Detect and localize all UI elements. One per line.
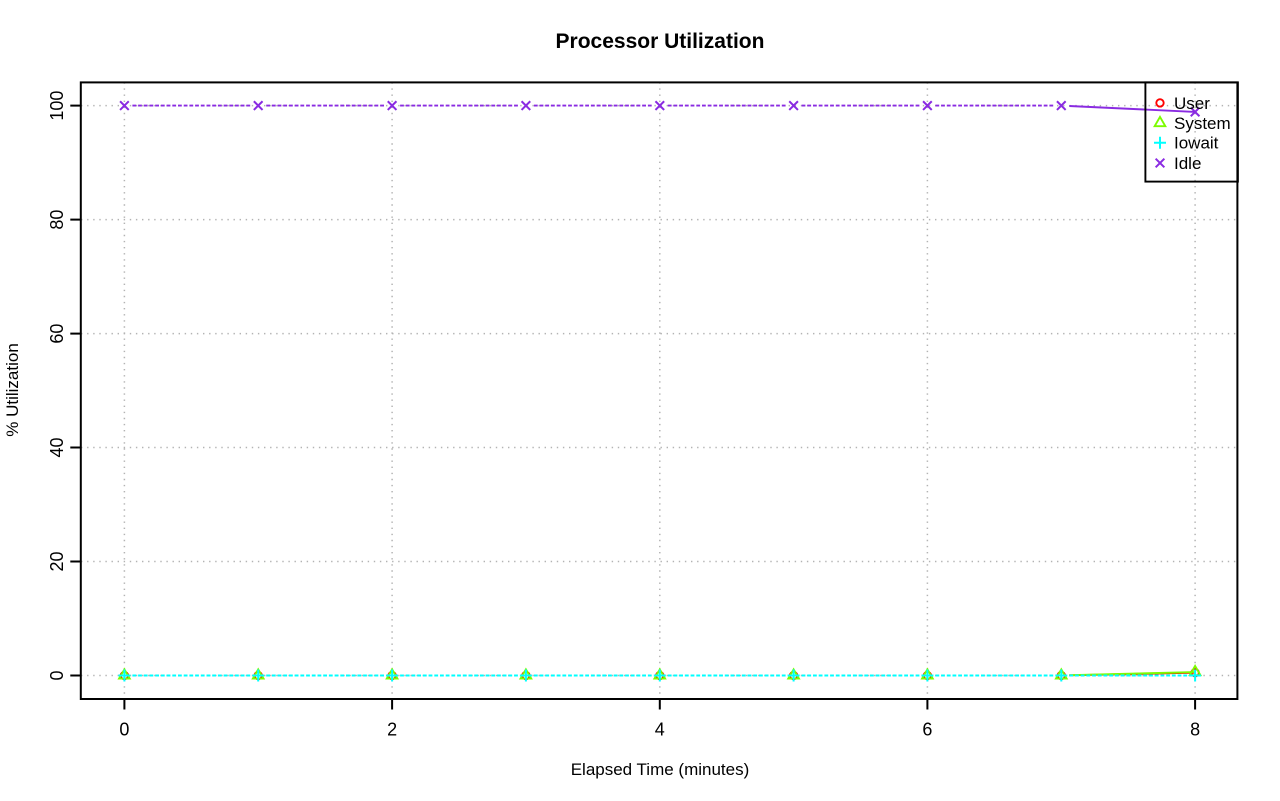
svg-text:2: 2 [387,720,397,740]
svg-text:80: 80 [47,210,67,230]
svg-text:Idle: Idle [1174,154,1201,173]
svg-text:0: 0 [119,720,129,740]
svg-text:6: 6 [922,720,932,740]
svg-text:User: User [1174,94,1210,113]
svg-text:System: System [1174,114,1231,133]
svg-text:0: 0 [47,670,67,680]
svg-text:Iowait: Iowait [1174,134,1219,153]
svg-text:% Utilization: % Utilization [3,343,22,437]
svg-text:40: 40 [47,437,67,457]
svg-text:8: 8 [1190,720,1200,740]
svg-text:4: 4 [655,720,665,740]
svg-text:Elapsed Time (minutes): Elapsed Time (minutes) [571,760,750,779]
svg-text:100: 100 [47,91,67,121]
svg-text:Processor Utilization: Processor Utilization [556,30,765,53]
svg-text:20: 20 [47,551,67,571]
svg-text:60: 60 [47,324,67,344]
